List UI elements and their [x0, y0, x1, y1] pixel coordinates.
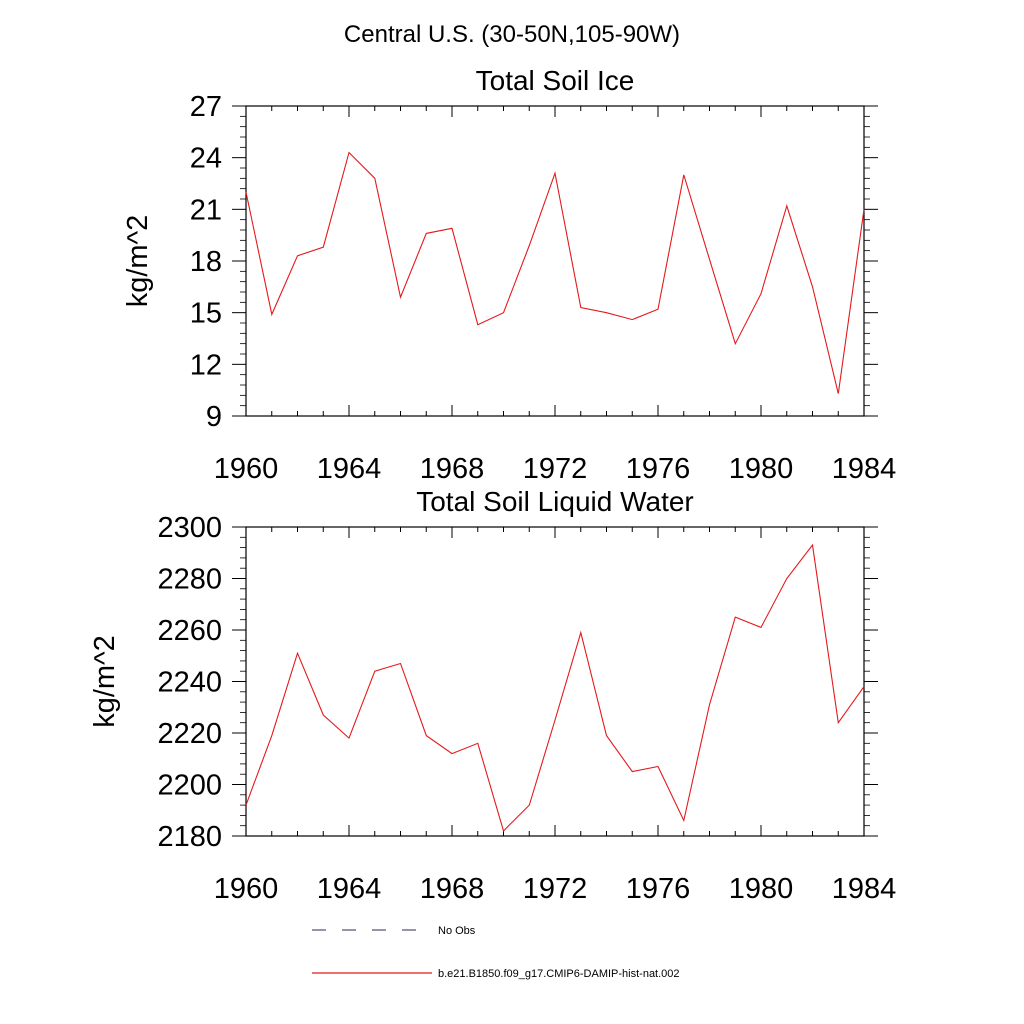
plot-frame	[245, 105, 865, 417]
x-tick-label: 1976	[626, 873, 691, 905]
figure-suptitle: Central U.S. (30-50N,105-90W)	[344, 21, 680, 48]
x-tick-label: 1984	[832, 873, 897, 905]
y-tick-label: 24	[190, 143, 222, 175]
y-axis-label: kg/m^2	[89, 635, 121, 728]
y-tick-label: 2180	[157, 821, 222, 853]
plot-frame	[245, 526, 865, 837]
y-tick-label: 9	[206, 401, 222, 433]
y-tick-label: 18	[190, 246, 222, 278]
y-tick-label: 2200	[157, 770, 222, 802]
y-tick-label: 2220	[157, 718, 222, 750]
panel-soil-ice: Total Soil Ice kg/m^2 1960 1964 1968 1972 1976…	[122, 65, 896, 485]
x-tick-label: 1984	[832, 453, 897, 485]
y-tick-label: 27	[190, 91, 222, 123]
x-tick-label: 1964	[317, 453, 382, 485]
y-tick-label: 2240	[157, 667, 222, 699]
x-tick-label: 1964	[317, 873, 382, 905]
legend: No Obs b.e21.B1850.f09_g17.CMIP6-DAMIP-h…	[312, 925, 680, 980]
series-line	[245, 151, 865, 394]
x-tick-label: 1980	[729, 453, 794, 485]
legend-model-label: b.e21.B1850.f09_g17.CMIP6-DAMIP-hist-nat…	[438, 968, 680, 980]
x-tick-label: 1960	[214, 873, 279, 905]
x-tick-label: 1960	[214, 453, 279, 485]
y-tick-label: 12	[190, 349, 222, 381]
panel-soil-liquid-water: Total Soil Liquid Water kg/m^2 1960 1964 196…	[89, 486, 896, 905]
y-tick-label: 2280	[157, 564, 222, 596]
y-tick-label: 21	[190, 194, 222, 226]
panel-title: Total Soil Liquid Water	[416, 486, 694, 517]
x-tick-label: 1976	[626, 453, 691, 485]
x-tick-label: 1980	[729, 873, 794, 905]
x-tick-label: 1968	[420, 453, 485, 485]
x-tick-label: 1972	[523, 873, 588, 905]
y-tick-label: 15	[190, 298, 222, 330]
x-tick-label: 1968	[420, 873, 485, 905]
y-tick-label: 2300	[157, 512, 222, 544]
panel-title: Total Soil Ice	[476, 65, 635, 96]
x-tick-label: 1972	[523, 453, 588, 485]
y-tick-label: 2260	[157, 615, 222, 647]
y-axis-label: kg/m^2	[122, 215, 154, 308]
series-line	[245, 543, 865, 832]
legend-no-obs-label: No Obs	[438, 925, 476, 937]
